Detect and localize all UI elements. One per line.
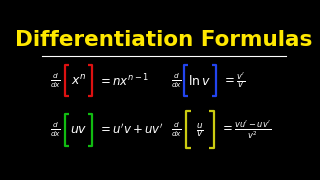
Text: $= u'v + uv'$: $= u'v + uv'$ [98, 122, 164, 137]
Text: $x^n$: $x^n$ [71, 73, 86, 87]
Text: $= nx^{n-1}$: $= nx^{n-1}$ [98, 72, 149, 89]
Text: $\frac{d}{dx}$: $\frac{d}{dx}$ [172, 120, 182, 139]
Text: $uv$: $uv$ [70, 123, 87, 136]
Text: $\ln v$: $\ln v$ [188, 73, 212, 87]
Text: $\frac{d}{dx}$: $\frac{d}{dx}$ [172, 71, 182, 90]
Text: $= \frac{v'}{v}$: $= \frac{v'}{v}$ [222, 71, 246, 91]
Text: $\frac{u}{v}$: $\frac{u}{v}$ [196, 121, 204, 139]
Text: Differentiation Formulas: Differentiation Formulas [15, 30, 313, 50]
Text: $\frac{d}{dx}$: $\frac{d}{dx}$ [50, 71, 61, 90]
Text: $\frac{d}{dx}$: $\frac{d}{dx}$ [50, 120, 61, 139]
Text: $= \frac{vu'-uv'}{v^2}$: $= \frac{vu'-uv'}{v^2}$ [220, 118, 271, 141]
